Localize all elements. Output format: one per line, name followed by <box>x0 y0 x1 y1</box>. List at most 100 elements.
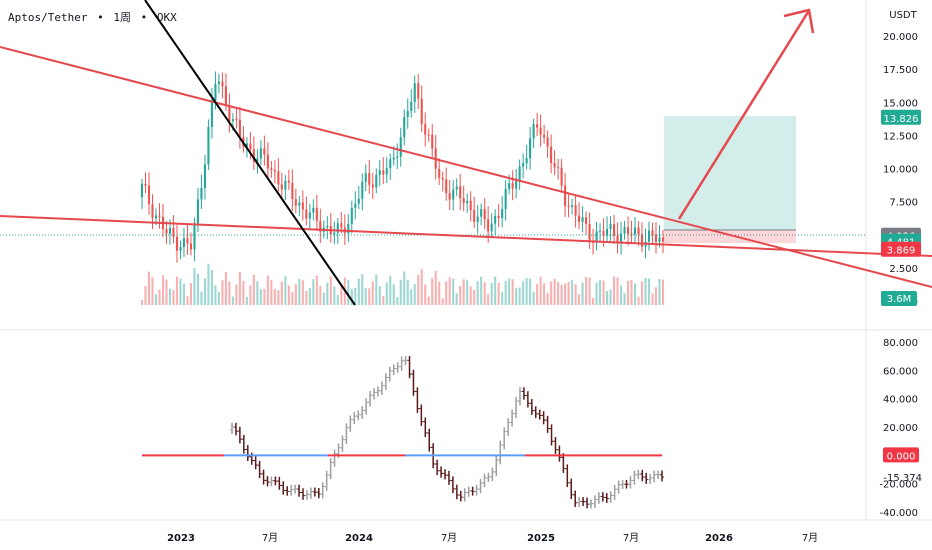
volume-bar <box>399 279 402 305</box>
candle-body <box>235 119 238 121</box>
candle-body <box>382 170 385 175</box>
symbol-label[interactable]: Aptos/Tether <box>8 11 88 24</box>
candle-body <box>476 216 479 222</box>
interval-label[interactable]: 1周 <box>113 11 131 24</box>
candle-body <box>273 169 276 172</box>
volume-bar <box>375 274 378 305</box>
volume-bar <box>647 278 651 305</box>
candle-body <box>511 183 514 189</box>
candle-body <box>175 236 179 251</box>
candle-body <box>522 163 525 167</box>
candle-body <box>647 230 651 242</box>
currency-label[interactable]: USDT <box>889 10 917 21</box>
candle-body <box>420 98 423 125</box>
volume-bar <box>315 275 318 305</box>
candle-body <box>312 207 315 213</box>
candle-body <box>640 234 644 247</box>
candle-body <box>546 137 549 147</box>
volume-bar <box>336 295 339 305</box>
volume-bar <box>633 283 637 305</box>
volume-bar <box>420 269 423 305</box>
volume-bar <box>480 276 483 305</box>
exchange-label[interactable]: OKX <box>156 11 177 24</box>
candle-body <box>361 181 364 199</box>
volume-bar <box>350 289 353 305</box>
osc-zero-tag: 0.000 <box>883 447 919 463</box>
time-tick-label: 7月 <box>623 532 639 544</box>
price-tick-label: 15.000 <box>883 98 918 109</box>
volume-bar <box>571 279 574 305</box>
volume-bar <box>280 281 283 305</box>
candle-body <box>654 234 658 242</box>
volume-bar <box>592 298 595 305</box>
volume-bar <box>277 290 280 305</box>
volume-bar <box>623 292 626 305</box>
volume-bar <box>368 288 371 305</box>
volume-bar <box>612 276 616 305</box>
candle-body <box>256 158 259 162</box>
candle-body <box>165 229 168 234</box>
volume-bar <box>508 278 511 305</box>
volume-bar <box>588 277 591 305</box>
candle-body <box>560 167 563 186</box>
volume-bar <box>557 282 560 305</box>
volume-bar <box>333 286 336 305</box>
candle-body <box>473 210 476 222</box>
volume-bar <box>235 284 238 305</box>
volume-bar <box>434 270 437 305</box>
volume-bar <box>504 280 507 305</box>
arrow-head-icon <box>783 8 815 34</box>
time-tick-label: 7月 <box>802 532 818 544</box>
price-tick-label: 17.500 <box>883 65 918 76</box>
upper-trendline[interactable] <box>0 46 932 288</box>
downtrend-line[interactable] <box>144 0 356 306</box>
candle-body <box>294 199 297 206</box>
candle-body <box>263 148 266 155</box>
volume-bar <box>186 296 189 305</box>
stop-zone[interactable] <box>664 230 796 243</box>
candle-body <box>452 189 455 200</box>
volume-bar <box>347 279 350 305</box>
volume-bar <box>214 285 217 305</box>
volume-bar <box>144 285 147 305</box>
volume-bar <box>217 292 220 305</box>
volume-bar <box>410 289 413 305</box>
candle-body <box>567 206 570 208</box>
volume-bar <box>564 283 567 305</box>
volume-bar <box>501 291 504 305</box>
volume-bar <box>322 292 325 305</box>
candle-body <box>626 227 630 234</box>
volume-bar <box>340 284 343 305</box>
candle-body <box>494 215 497 224</box>
candle-body <box>371 184 374 188</box>
volume-bar <box>661 279 665 305</box>
volume-bar <box>221 280 224 305</box>
candle-body <box>375 174 378 188</box>
volume-bar <box>427 296 430 305</box>
candle-body <box>543 134 546 138</box>
lower-trendline[interactable] <box>0 215 932 257</box>
volume-bar <box>200 291 203 305</box>
candle-body <box>319 220 322 232</box>
volume-bar <box>210 270 213 305</box>
volume-bar <box>312 279 315 305</box>
volume-bar <box>462 279 465 305</box>
volume-bar <box>147 271 151 305</box>
projection-arrow[interactable] <box>677 11 810 220</box>
volume-bar <box>175 276 179 305</box>
volume-bar <box>651 293 654 305</box>
volume-bar <box>326 282 329 305</box>
volume-bar <box>151 277 154 305</box>
candle-body <box>158 215 161 217</box>
candle-body <box>224 86 227 106</box>
volume-bar <box>231 296 234 305</box>
volume-bar <box>196 273 199 305</box>
time-tick-label: 7月 <box>441 532 457 544</box>
volume-bar <box>385 282 388 305</box>
time-tick-label: 2023 <box>167 533 195 544</box>
candle-body <box>599 230 602 232</box>
osc-tick-label: 20.000 <box>883 423 918 434</box>
osc-tick-label: 60.000 <box>883 366 918 377</box>
volume-bar <box>389 275 392 305</box>
